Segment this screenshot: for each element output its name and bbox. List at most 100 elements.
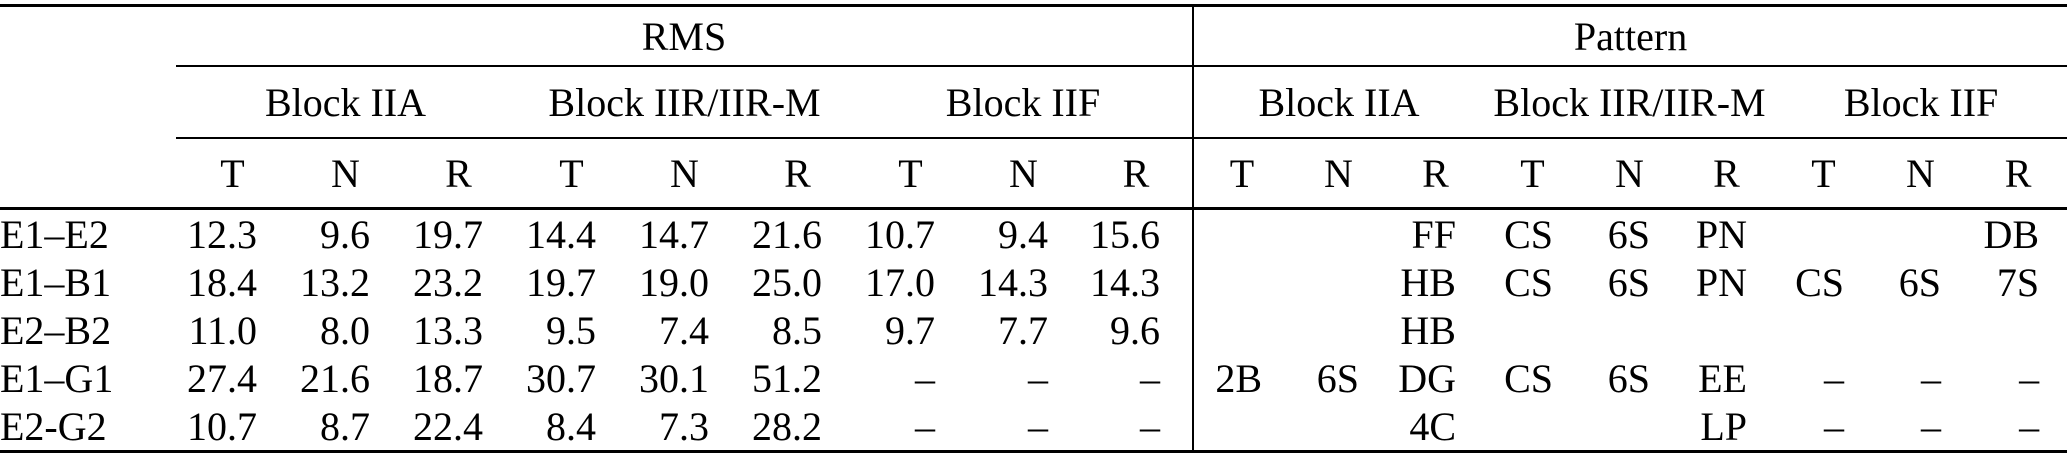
table-row: E2-G2 10.7 8.7 22.4 8.4 7.3 28.2 – – – 4… (0, 402, 2067, 453)
pattern-cell: – (2019, 355, 2040, 401)
rms-cell: – (1028, 355, 1048, 401)
rms-cell: 21.6 (300, 355, 370, 401)
rms-cell: 21.6 (752, 211, 822, 257)
rms-cell: 18.4 (187, 259, 257, 305)
rms-cell: 30.1 (639, 355, 709, 401)
col-header: N (628, 138, 741, 210)
rms-cell: 30.7 (526, 355, 596, 401)
rms-cell: 13.3 (413, 307, 483, 353)
rms-cell: 14.4 (526, 211, 596, 257)
pattern-cell: – (1872, 402, 1969, 453)
pattern-cell: 6S (1607, 355, 1650, 401)
col-header: R (1969, 138, 2067, 210)
col-header: N (289, 138, 402, 210)
row-label: E2–B2 (0, 307, 112, 353)
col-header: R (402, 138, 515, 210)
pattern-cell (1678, 306, 1775, 354)
corner-cell (0, 138, 176, 210)
rms-cell: 17.0 (865, 259, 935, 305)
pattern-cell: CS (1795, 259, 1844, 305)
pattern-cell (1775, 209, 1872, 259)
col-header: N (1290, 138, 1387, 210)
pattern-cell: PN (1695, 211, 1747, 257)
rms-cell: 15.6 (1090, 211, 1160, 257)
col-header: T (1484, 138, 1581, 210)
rms-cell: 18.7 (413, 355, 483, 401)
rms-cell: 7.3 (628, 402, 741, 453)
group-header-row: RMS Pattern (0, 5, 2067, 67)
rms-cell: 10.7 (865, 211, 935, 257)
col-header: N (1872, 138, 1969, 210)
group-header-pattern: Pattern (1191, 5, 2067, 67)
row-label: E1–B1 (0, 259, 112, 305)
pattern-cell: HB (1400, 259, 1456, 305)
rms-cell: – (854, 402, 967, 453)
pattern-cell (1872, 306, 1969, 354)
rms-cell: 13.2 (300, 259, 370, 305)
pattern-cell: – (1921, 355, 1941, 401)
row-label: E1–E2 (0, 211, 109, 257)
rms-cell: 9.4 (998, 211, 1048, 257)
pattern-cell: EE (1698, 355, 1747, 401)
rms-cell: 28.2 (741, 402, 854, 453)
pattern-cell: 6S (1898, 259, 1941, 305)
pattern-cell: HB (1400, 307, 1456, 353)
rms-cell: 7.4 (659, 307, 709, 353)
rms-cell: 22.4 (402, 402, 515, 453)
pattern-cell (1192, 208, 1290, 258)
rms-cell: 9.6 (320, 211, 370, 257)
pattern-cell (1775, 306, 1872, 354)
pattern-cell: 7S (1996, 259, 2040, 305)
block-header-pattern-iia: Block IIA (1192, 66, 1484, 139)
pattern-cell (1290, 209, 1387, 259)
pattern-cell: CS (1504, 355, 1553, 401)
col-header: N (1581, 138, 1678, 210)
pattern-cell (1290, 306, 1387, 354)
group-header-rms: RMS (176, 5, 1193, 67)
pattern-cell (1581, 402, 1678, 453)
block-header-pattern-iif: Block IIF (1775, 66, 2067, 139)
rms-cell: 19.0 (639, 259, 709, 305)
rms-cell: 11.0 (188, 307, 257, 353)
pattern-cell: CS (1504, 211, 1553, 257)
corner-cell (0, 6, 176, 67)
rms-cell: – (1140, 355, 1160, 401)
col-header: N (967, 138, 1080, 210)
pattern-cell (1192, 402, 1290, 453)
pattern-cell (1484, 306, 1581, 354)
table-row: E1–E2 12.3 9.6 19.7 14.4 14.7 21.6 10.7 … (0, 208, 2067, 259)
rms-cell: 8.4 (515, 402, 628, 453)
pattern-cell (1484, 402, 1581, 453)
col-header: R (1080, 138, 1193, 210)
block-header-rms-iia: Block IIA (176, 66, 515, 139)
pattern-cell (1872, 209, 1969, 259)
pattern-cell (1192, 258, 1290, 306)
col-header: T (515, 138, 628, 210)
rms-cell: 14.7 (639, 211, 709, 257)
rms-cell: 8.5 (772, 307, 822, 353)
pattern-cell: 4C (1387, 402, 1484, 453)
pattern-cell (1290, 258, 1387, 306)
rms-cell: 8.0 (320, 307, 370, 353)
column-header-row: T N R T N R T N R T N R T N R T N R (0, 138, 2067, 210)
pattern-cell (1192, 306, 1290, 354)
table-row: E2–B2 11.0 8.0 13.3 9.5 7.4 8.5 9.7 7.7 … (0, 306, 2067, 354)
rms-cell: 9.6 (1110, 307, 1160, 353)
col-header: T (1775, 138, 1872, 210)
block-header-rms-iif: Block IIF (854, 66, 1193, 139)
rms-cell: – (967, 402, 1080, 453)
rms-cell: – (915, 355, 935, 401)
rms-cell: 8.7 (289, 402, 402, 453)
pattern-cell: – (1824, 355, 1844, 401)
rms-cell: 14.3 (1090, 259, 1160, 305)
block-header-rms-iir: Block IIR/IIR-M (515, 66, 854, 139)
col-header: T (854, 138, 967, 210)
pattern-cell (1969, 306, 2067, 354)
results-table: RMS Pattern Block IIA Block IIR/IIR-M Bl… (0, 4, 2067, 453)
pattern-cell: LP (1678, 402, 1775, 453)
rms-cell: 9.7 (885, 307, 935, 353)
rms-cell: 7.7 (998, 307, 1048, 353)
pattern-cell (1581, 306, 1678, 354)
rms-cell: 12.3 (187, 211, 257, 257)
